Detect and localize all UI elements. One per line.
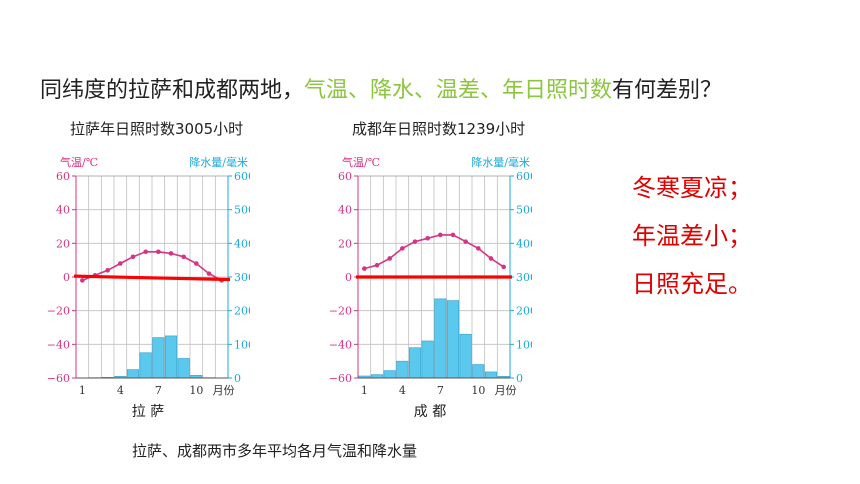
precipitation-bar (126, 369, 140, 379)
temperature-point (387, 256, 392, 261)
precipitation-bar (446, 300, 460, 379)
temperature-tick-label: −60 (47, 372, 70, 385)
precipitation-bar (434, 298, 447, 379)
precipitation-bar (164, 335, 178, 379)
temperature-tick-label: 40 (338, 204, 352, 217)
precipitation-bar (370, 374, 384, 379)
precipitation-tick-label: 200 (516, 305, 532, 318)
temperature-point (412, 239, 418, 244)
precipitation-tick-label: 300 (516, 271, 532, 284)
month-tick-label: 4 (117, 384, 124, 397)
temperature-point (463, 239, 468, 244)
temperature-point (400, 246, 405, 251)
temperature-point (143, 249, 148, 255)
footer-caption: 拉萨、成都两市多年平均各月气温和降水量 (132, 442, 418, 460)
precipitation-bar (152, 337, 165, 379)
question-prefix: 同纬度的拉萨和成都两地， (40, 78, 305, 103)
chengdu-climate-chart: 气温/℃降水量/毫米6040200−20−40−6060050040030020… (329, 155, 532, 420)
temperature-axis-label: 气温/℃ (342, 155, 380, 169)
precipitation-bar (383, 370, 396, 379)
city-label: 拉 萨 (132, 404, 164, 420)
temperature-tick-label: 60 (338, 170, 352, 183)
temperature-point (362, 266, 367, 271)
temperature-point (450, 232, 456, 238)
precipitation-tick-label: 400 (516, 237, 532, 250)
precipitation-bar (472, 364, 485, 379)
precipitation-tick-label: 400 (234, 237, 250, 250)
month-tick-label: 10 (471, 384, 485, 397)
month-tick-label: 4 (399, 384, 406, 397)
precipitation-axis-label: 降水量/毫米 (471, 155, 530, 169)
temperature-tick-label: −60 (329, 372, 352, 385)
city-label: 成 都 (414, 404, 446, 420)
temperature-point (206, 271, 212, 276)
temperature-line (364, 234, 505, 270)
precipitation-axis-label: 降水量/毫米 (189, 155, 248, 169)
precipitation-tick-label: 200 (234, 305, 250, 318)
month-tick-label: 1 (79, 384, 86, 397)
temperature-point (181, 254, 186, 260)
temperature-tick-label: −20 (47, 305, 70, 318)
precipitation-tick-label: 0 (516, 372, 523, 385)
precipitation-tick-label: 0 (234, 372, 241, 385)
temperature-point (168, 251, 174, 256)
temperature-point (425, 235, 430, 241)
temperature-point (105, 267, 110, 273)
temperature-point (118, 261, 123, 266)
temperature-point (438, 232, 443, 238)
precipitation-bar (139, 352, 152, 379)
temperature-tick-label: 40 (56, 204, 70, 217)
month-unit-label: 月份 (495, 384, 517, 397)
month-tick-label: 10 (189, 384, 203, 397)
annotation-zero-line (73, 274, 231, 282)
temperature-tick-label: 60 (56, 170, 70, 183)
precipitation-tick-label: 100 (234, 338, 250, 351)
temperature-point (476, 246, 481, 251)
temperature-axis-label: 气温/℃ (60, 155, 98, 169)
precipitation-bar (396, 360, 409, 379)
question-highlight: 气温、降水、温差、年日照时数 (304, 78, 613, 103)
precipitation-tick-label: 500 (516, 204, 532, 217)
temperature-point (80, 278, 85, 283)
question-suffix: 有何差别？ (612, 78, 723, 103)
precipitation-bar (408, 347, 422, 379)
temperature-tick-label: 20 (56, 237, 70, 250)
temperature-point (130, 254, 136, 260)
temperature-tick-label: −40 (329, 338, 352, 351)
month-tick-label: 7 (437, 384, 444, 397)
precipitation-bar (459, 333, 472, 379)
month-tick-label: 1 (361, 384, 368, 397)
temperature-point (194, 261, 199, 266)
precipitation-tick-label: 600 (234, 170, 250, 183)
month-tick-label: 7 (155, 384, 162, 397)
precipitation-bar (177, 358, 190, 379)
answer-line-winter-summer: 冬寒夏凉； (632, 174, 752, 202)
temperature-tick-label: 0 (63, 271, 70, 284)
temperature-tick-label: 20 (338, 237, 352, 250)
temperature-point (501, 264, 506, 270)
precipitation-bar (484, 371, 498, 379)
answer-line-temp-range: 年温差小； (632, 222, 752, 250)
temperature-tick-label: −20 (329, 305, 352, 318)
lhasa-climate-chart: 气温/℃降水量/毫米6040200−20−40−6060050040030020… (47, 155, 250, 420)
temperature-point (156, 249, 161, 255)
temperature-tick-label: 0 (345, 271, 352, 284)
precipitation-tick-label: 300 (234, 271, 250, 284)
month-unit-label: 月份 (213, 384, 235, 397)
temperature-point (488, 256, 494, 261)
temperature-tick-label: −40 (47, 338, 70, 351)
precipitation-tick-label: 600 (516, 170, 532, 183)
chengdu-sunshine-caption: 成都年日照时数1239小时 (352, 120, 526, 138)
answer-line-sunshine: 日照充足。 (632, 270, 752, 298)
lhasa-sunshine-caption: 拉萨年日照时数3005小时 (70, 120, 244, 138)
precipitation-bar (421, 340, 434, 379)
question-text: 同纬度的拉萨和成都两地，气温、降水、温差、年日照时数有何差别？ (40, 72, 722, 104)
temperature-point (374, 262, 380, 268)
precipitation-tick-label: 100 (516, 338, 532, 351)
precipitation-tick-label: 500 (234, 204, 250, 217)
